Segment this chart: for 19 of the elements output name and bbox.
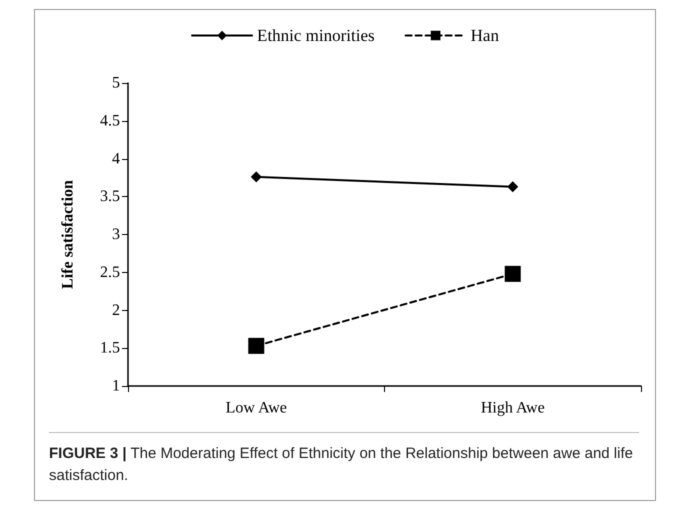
x-tick-label: Low Awe	[226, 400, 287, 416]
caption: FIGURE 3 | The Moderating Effect of Ethnicity on the Relationship between awe and life satisfaction.	[49, 444, 634, 486]
y-tick-label: 1	[112, 378, 120, 394]
y-tick-label: 3	[112, 226, 120, 243]
y-tick-label: 3.5	[100, 188, 120, 206]
x-tick-label: High Awe	[480, 400, 545, 416]
y-tick-label: 2	[112, 302, 120, 319]
y-tick-label: 4.5	[100, 112, 120, 130]
y-tick-label: 2.5	[100, 264, 120, 281]
point	[507, 181, 518, 192]
y-tick-label: 4	[112, 150, 120, 168]
y-tick-label: 1.5	[100, 340, 120, 357]
y-axis-title: Life satisfaction	[60, 180, 76, 289]
point	[248, 338, 264, 354]
legend-label: Han	[470, 26, 500, 45]
point	[504, 266, 521, 282]
legend-label: Ethnic minorities	[257, 26, 375, 45]
y-tick-label: 5	[112, 74, 120, 92]
point	[250, 171, 262, 182]
